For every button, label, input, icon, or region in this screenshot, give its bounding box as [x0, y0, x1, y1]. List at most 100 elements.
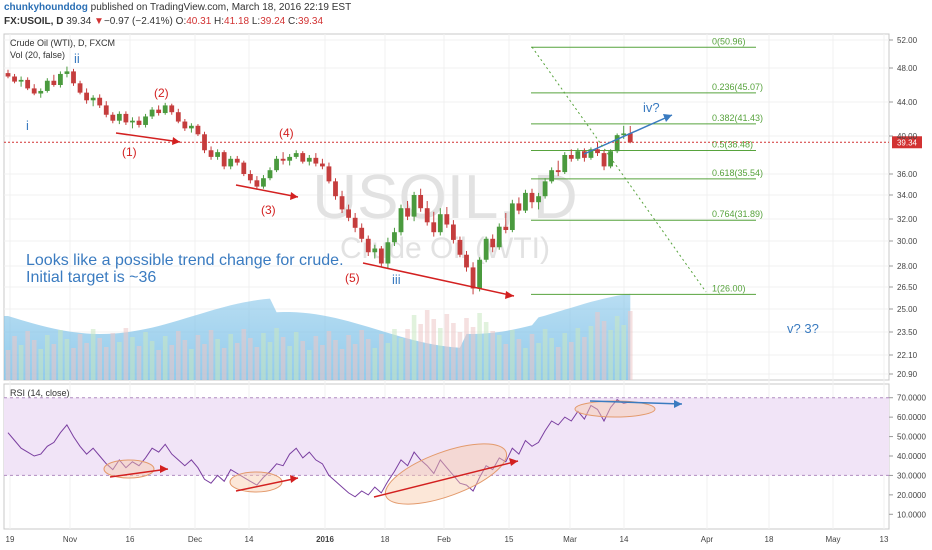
volume-bar [169, 345, 175, 380]
rsi-arrow-2[interactable] [235, 477, 299, 492]
candle-body [293, 153, 299, 157]
candle-body [333, 181, 338, 197]
candle-body [287, 156, 293, 161]
rsi-axis-label: 60.0000 [897, 413, 926, 422]
volume-bar [51, 344, 57, 380]
rsi-ellipse-3[interactable] [378, 431, 513, 516]
price-trend-arrows[interactable] [115, 46, 707, 299]
arrow-wave-3[interactable] [235, 184, 299, 198]
wave-label-i: i [26, 118, 29, 133]
candle-body [169, 105, 175, 113]
fib-level-label: 0(50.96) [712, 36, 746, 46]
candle-body [175, 112, 181, 122]
wave-label-4: (4) [279, 126, 294, 140]
candle-body [143, 116, 148, 125]
candle-body [352, 217, 358, 228]
comment-line-1: Looks like a possible trend change for c… [26, 252, 344, 269]
rsi-arrow-4[interactable] [589, 400, 683, 405]
price-axis-label: 44.00 [897, 98, 918, 107]
volume-bar [287, 346, 292, 380]
volume-bar [582, 337, 587, 380]
volume-bar [601, 321, 607, 380]
candle-body [241, 162, 247, 174]
low-value: 39.24 [260, 16, 286, 27]
arrow-wave-1[interactable] [115, 132, 181, 143]
time-axis-label: 16 [126, 535, 135, 544]
time-axis-label: 15 [505, 535, 514, 544]
candle-body [130, 120, 135, 123]
candle-body [562, 155, 568, 173]
candle-body [490, 238, 496, 248]
volume-bar [77, 334, 83, 380]
candle-body [182, 121, 188, 129]
arrow-head-target [663, 114, 672, 122]
price-axis-label: 26.50 [897, 283, 918, 292]
rsi-axis-label: 40.0000 [897, 452, 926, 461]
volume-bar [516, 339, 522, 380]
rsi-axis-label: 30.0000 [897, 471, 926, 480]
candle-body [555, 170, 561, 173]
candle-body [451, 224, 456, 240]
quote-line: FX:USOIL, D 39.34 ▼−0.97 (−2.41%) O:40.3… [4, 16, 323, 27]
rsi-ellipse-4[interactable] [574, 400, 656, 418]
candle-body [405, 208, 410, 217]
down-arrow-icon: ▼ [94, 16, 104, 27]
wave-label-iii: iii [392, 272, 401, 287]
candle-body [51, 80, 57, 85]
arrow-target[interactable] [583, 114, 673, 155]
volume-bar [248, 338, 253, 380]
candle-body [503, 226, 509, 230]
comment-line-2: Initial target is ~36 [26, 269, 156, 286]
rsi-ellipse-1[interactable] [103, 459, 155, 479]
fib-retracement[interactable]: 0(50.96) 0.236(45.07) 0.382(41.43) 0.5(38.4… [531, 36, 763, 295]
fib-trend-line[interactable] [531, 46, 707, 293]
publisher-name[interactable]: chunkyhounddog [4, 2, 88, 13]
volume-bar [156, 350, 161, 380]
candle-body [529, 192, 535, 203]
candle-body [123, 113, 129, 123]
candle-body [300, 153, 306, 162]
volume-bar [195, 335, 201, 380]
candle-body [470, 267, 476, 289]
axes[interactable]: 52.00 48.00 44.00 40.00 36.00 34.00 32.00 30.00… [6, 36, 927, 544]
candle-body [254, 180, 260, 187]
price-axis-label: 25.00 [897, 305, 918, 314]
time-axis-label: 2016 [316, 535, 334, 544]
volume-bar [12, 336, 17, 380]
candle-body [44, 80, 50, 91]
volume-bar [176, 331, 181, 380]
volume-bar [627, 311, 633, 380]
candle-body [516, 203, 522, 211]
candle-body [12, 76, 17, 82]
candle-body [110, 114, 116, 121]
candle-body [372, 248, 378, 253]
volume-bar [549, 338, 554, 380]
volume-bar [84, 343, 89, 380]
price-axis-label: 40.00 [897, 132, 918, 141]
rsi-arrow-3[interactable] [373, 460, 519, 498]
time-axis-label: 18 [765, 535, 774, 544]
volume-bar [608, 330, 613, 380]
candle-body [31, 88, 37, 94]
wave-label-2: (2) [154, 86, 169, 100]
volume-bar [320, 345, 325, 380]
candle-body [457, 239, 463, 255]
rsi-arrow-1[interactable] [109, 468, 169, 478]
volume-bar [542, 329, 548, 380]
rsi-ellipse-2[interactable] [229, 471, 283, 493]
volume-bar [444, 314, 450, 380]
volume-bar [562, 333, 568, 380]
arrow-wave-5[interactable] [362, 262, 515, 297]
price-axis-label: 32.00 [897, 215, 918, 224]
volume-bar [333, 340, 338, 380]
volume-bar [143, 332, 148, 380]
wave-label-3: (3) [261, 203, 276, 217]
candle-body [247, 174, 253, 181]
candle-body [536, 196, 541, 203]
close-label: C: [288, 16, 299, 27]
price-axis-label: 36.00 [897, 170, 918, 179]
rsi-annotations[interactable] [103, 400, 683, 517]
volume-bar [58, 330, 63, 380]
arrow-head-5 [505, 291, 514, 299]
